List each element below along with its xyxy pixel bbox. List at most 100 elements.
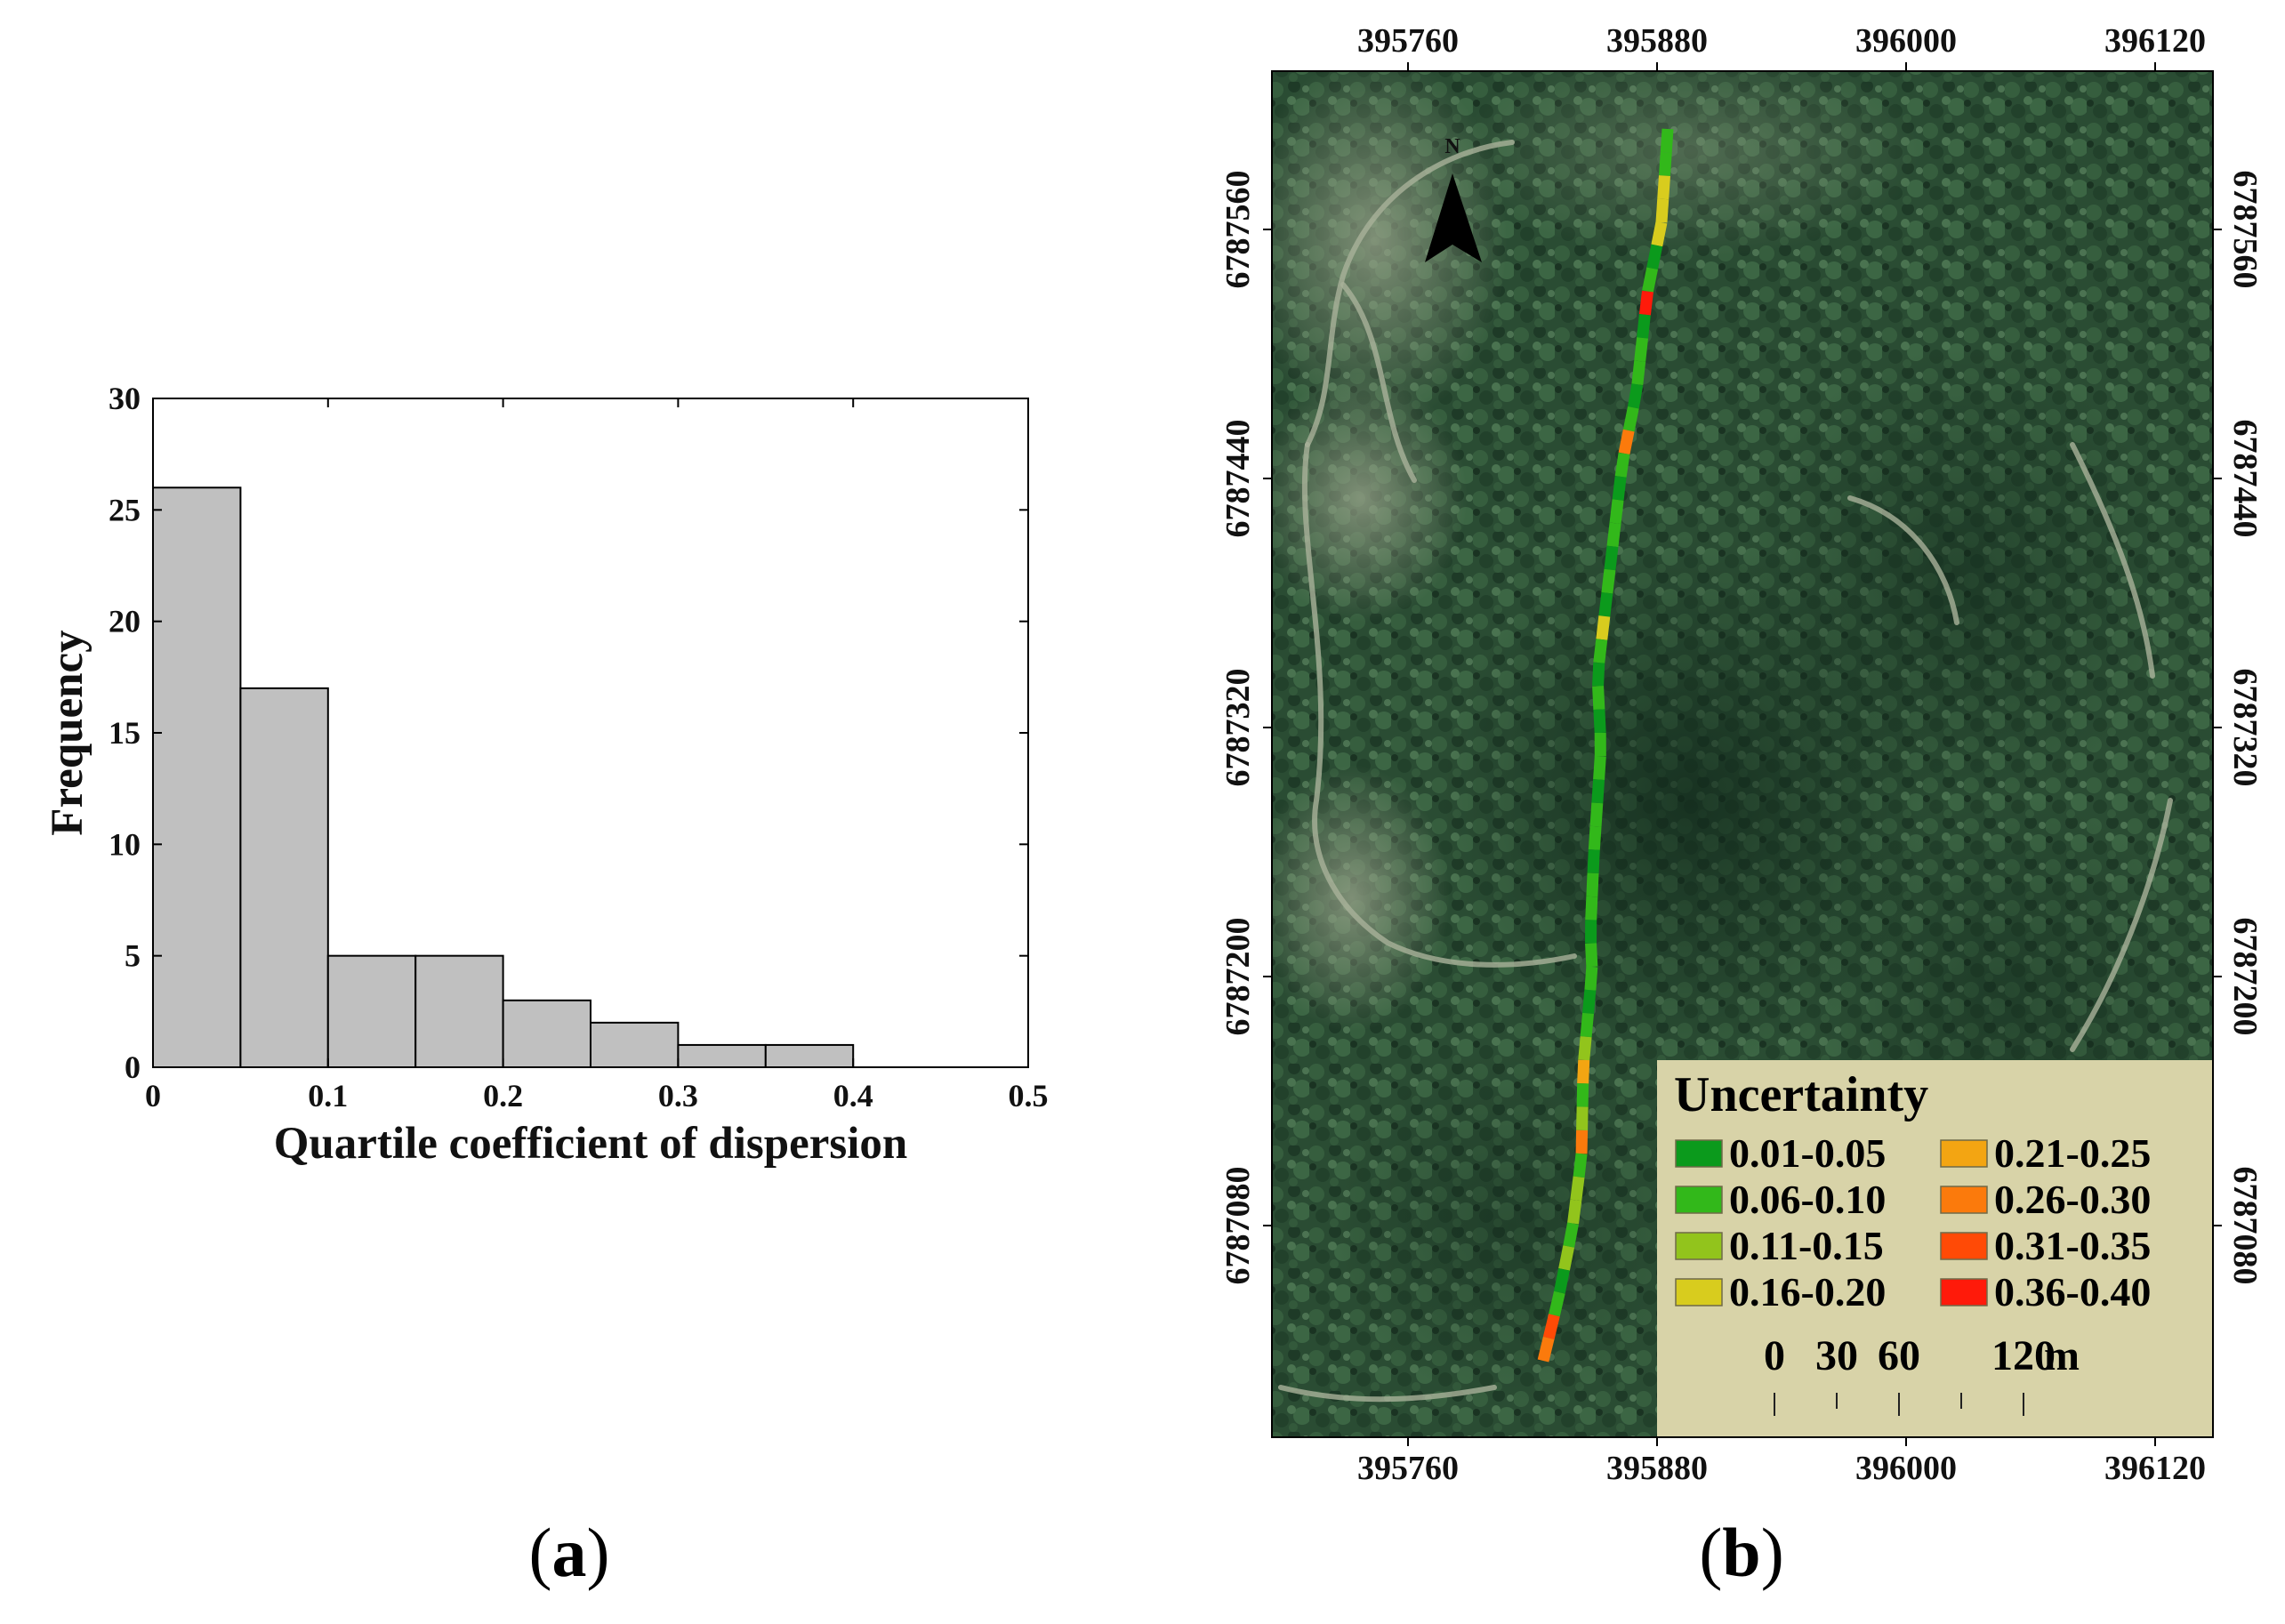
map-y-tick-label: 6787560: [1219, 171, 1257, 289]
track-segment: [1609, 499, 1624, 524]
track-segment: [1606, 522, 1621, 548]
track-segment: [1549, 1290, 1565, 1317]
legend-label: 0.01-0.05: [1729, 1130, 1886, 1176]
track-segment: [1558, 1245, 1575, 1271]
scale-label: 120: [1991, 1332, 2056, 1379]
y-tick-label: 5: [125, 938, 141, 974]
legend-swatch: [1675, 1186, 1723, 1214]
histogram-bar: [677, 1043, 767, 1069]
track-segment: [1655, 198, 1669, 223]
scale-label: 30: [1815, 1332, 1858, 1379]
track-segment: [1576, 1083, 1589, 1107]
track-segment: [1563, 1222, 1579, 1248]
track-segment: [1614, 452, 1630, 478]
track-segment: [1573, 1153, 1588, 1178]
track-segment: [1577, 1059, 1590, 1084]
y-tick-label: 0: [125, 1049, 141, 1085]
x-tick-label: 0.1: [308, 1078, 348, 1113]
track-segment: [1570, 1176, 1585, 1202]
map-x-tick-label: 395880: [1606, 22, 1708, 60]
track-segment: [1604, 545, 1619, 571]
map-y-tick-label: 6787560: [2226, 171, 2264, 289]
track-segment: [1542, 1314, 1560, 1339]
legend-box: [1657, 1060, 2212, 1436]
track-segment: [1580, 1012, 1594, 1038]
map-x-tick-label: 396000: [1855, 22, 1957, 60]
histogram-panel: 0 0.1 0.2 0.3 0.4 0.5 0 5 10 15 20 25 30 Quartile c…: [43, 381, 1049, 1169]
y-tick-label: 25: [109, 492, 141, 527]
histogram-bar: [326, 954, 417, 1068]
histogram-bar: [590, 1021, 680, 1069]
track-segment: [1593, 755, 1606, 781]
track-segment: [1588, 825, 1602, 850]
x-axis-label: Quartile coefficient of dispersion: [274, 1119, 907, 1169]
scale-bar: m 0 30 60 120: [1764, 1332, 2080, 1416]
track-segment: [1585, 943, 1598, 968]
histogram-bar: [764, 1043, 855, 1069]
north-arrow: N: [1425, 135, 1482, 262]
map-y-tick-label: 6787080: [1219, 1167, 1257, 1285]
track-segment: [1537, 1336, 1555, 1363]
y-tick-label: 15: [109, 715, 141, 751]
legend-swatch: [1675, 1278, 1723, 1306]
y-tick-label: 30: [109, 381, 141, 416]
x-tick-label: 0.3: [658, 1078, 698, 1113]
track-segment: [1637, 314, 1651, 339]
track-segment: [1567, 1199, 1582, 1225]
legend-title: Uncertainty: [1674, 1067, 1928, 1122]
y-tick-labels: 0 5 10 15 20 25 30: [109, 381, 141, 1085]
legend-swatch: [1940, 1139, 1988, 1168]
track-segment: [1622, 406, 1639, 432]
map-frame: [1271, 70, 2214, 1438]
track-segment: [1575, 1130, 1589, 1154]
track-segment: [1601, 568, 1616, 594]
track-segment: [1646, 244, 1663, 270]
track-segment: [1576, 1106, 1589, 1130]
legend-swatch: [1675, 1139, 1723, 1168]
legend-items: 0.01-0.050.06-0.100.11-0.150.16-0.20 0.21…: [1675, 1130, 2151, 1314]
track-segment: [1618, 429, 1635, 455]
map-x-ticks-top: 395760 395880 396000 396120: [1357, 22, 2206, 71]
track-segment: [1612, 476, 1627, 501]
x-tick-label: 0.4: [833, 1078, 873, 1113]
map-y-tick-label: 6787200: [1219, 918, 1257, 1036]
track-segment: [1651, 221, 1668, 247]
legend-swatch: [1675, 1232, 1723, 1260]
track-segment: [1591, 779, 1605, 804]
map-x-tick-label: 396000: [1855, 1450, 1957, 1487]
track-segment: [1553, 1268, 1570, 1294]
track-segment: [1638, 290, 1653, 316]
y-tick-label: 20: [109, 604, 141, 639]
track-segment: [1593, 639, 1608, 663]
map-y-tick-label: 6787320: [2226, 669, 2264, 787]
legend-label: 0.06-0.10: [1729, 1177, 1886, 1222]
track-segment: [1589, 802, 1604, 827]
track-segment: [1598, 591, 1613, 617]
map-y-ticks-left: 6787560 6787440 6787320 6787200 6787080: [1219, 171, 1272, 1285]
track-segment: [1593, 709, 1606, 734]
scale-unit: m: [2044, 1332, 2080, 1379]
map-x-ticks-bottom: 395760 395880 396000 396120: [1357, 1437, 2206, 1487]
y-axis-label: Frequency: [43, 630, 93, 835]
track-segment: [1634, 337, 1649, 362]
legend-swatch: [1940, 1278, 1988, 1306]
track-segment: [1657, 175, 1670, 200]
track-segment: [1659, 151, 1672, 176]
map-x-tick-label: 396120: [2104, 1450, 2206, 1487]
track-segment: [1627, 383, 1644, 409]
map-y-tick-label: 6787080: [2226, 1167, 2264, 1285]
histogram-bar: [152, 486, 242, 1068]
legend-swatch: [1940, 1232, 1988, 1260]
x-tick-label: 0.5: [1009, 1078, 1049, 1113]
scale-label: 60: [1878, 1332, 1920, 1379]
histogram-bar: [414, 954, 504, 1068]
histogram-bar: [239, 687, 329, 1068]
map-y-ticks-right: 6787560 6787440 6787320 6787200 6787080: [2213, 171, 2264, 1285]
bars: [152, 486, 855, 1069]
map-x-tick-label: 395760: [1357, 1450, 1459, 1487]
map-y-tick-label: 6787440: [1219, 420, 1257, 538]
caption-b: (b): [1699, 1514, 1783, 1591]
track-segment: [1582, 989, 1597, 1015]
forest-roads: [1278, 140, 2173, 1403]
track-segment: [1642, 267, 1659, 293]
